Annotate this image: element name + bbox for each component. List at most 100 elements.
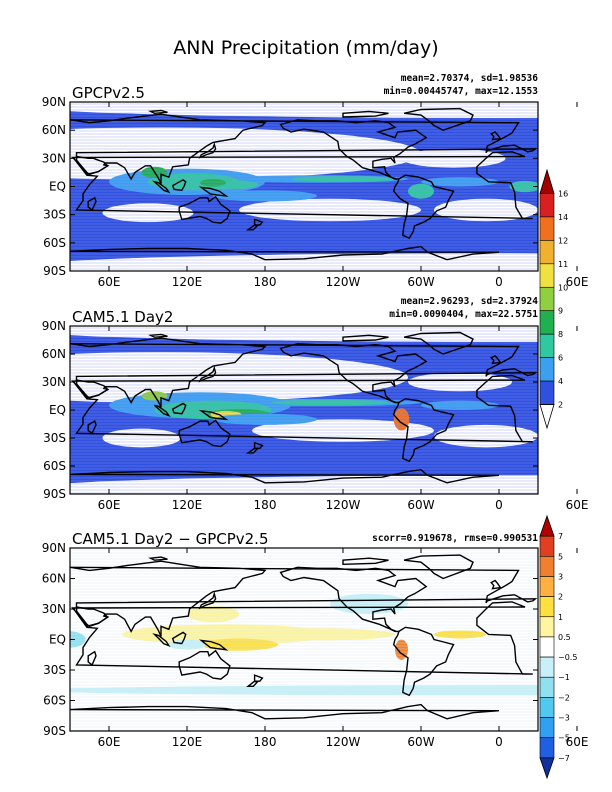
coastline (342, 557, 389, 566)
coastline (556, 421, 564, 433)
y-tick-label: 30N (42, 602, 66, 616)
coastline (171, 179, 187, 192)
colorbar-label: 16 (558, 189, 568, 198)
x-tick-label: 120W (326, 735, 361, 749)
colorbar-label: 10 (558, 283, 568, 292)
colorbar-label: 6 (558, 354, 563, 363)
coastline (342, 110, 389, 118)
coastline (87, 420, 97, 435)
coastline (556, 198, 564, 210)
coastline (253, 218, 264, 226)
y-axis: 90N 60N 30N EQ 30S 60S 90S (42, 541, 538, 738)
colorbar-label: −2 (558, 693, 570, 702)
y-axis: 90N 60N 30N EQ 30S 60S 90S (42, 319, 538, 501)
colorbar-swatch (539, 357, 555, 382)
colorbar-label: 8 (558, 330, 563, 339)
panel-title: GPCPv2.5 (72, 84, 145, 102)
panel-diff: CAM5.1 Day2 − GPCPv2.5 scorr=0.919678, r… (42, 530, 589, 749)
colorbar-swatch (539, 380, 555, 405)
colorbar-swatch (539, 216, 555, 241)
colorbar-swatch (539, 737, 555, 759)
coastline (403, 107, 474, 131)
colorbar-label: 1 (558, 613, 563, 622)
colorbar-swatch (539, 616, 555, 638)
coastline (245, 224, 259, 231)
colorbar-swatch (539, 697, 555, 718)
colorbar-swatch (539, 193, 555, 218)
x-tick-label: 60E (98, 275, 121, 289)
y-tick-label: EQ (49, 403, 66, 417)
y-tick-label: 90N (42, 541, 66, 555)
coastline (70, 151, 533, 220)
y-tick-label: 30N (42, 375, 66, 389)
coastline (171, 631, 187, 645)
panel-gpcp: GPCPv2.5 mean=2.70374, sd=1.98536 min=0.… (42, 73, 589, 289)
colorbar-diff: −7 −5 −3 −2 −1 −0.5 0.5 1 2 3 5 7 (539, 514, 577, 780)
x-tick-label: 0 (495, 498, 503, 512)
colorbar-label: −3 (558, 714, 570, 723)
colorbar-label: 7 (558, 532, 563, 541)
colorbar-swatch (539, 535, 555, 557)
x-tick-label: 60E (566, 275, 589, 289)
x-tick-label: 180 (254, 498, 277, 512)
y-tick-label: 60S (43, 236, 66, 250)
contour-region (102, 203, 194, 223)
x-tick-label: 120E (172, 498, 203, 512)
contour-region (395, 639, 408, 660)
coastline (75, 155, 109, 176)
colorbar-label: 9 (558, 307, 563, 316)
coastline (70, 703, 500, 720)
coastline (178, 195, 231, 224)
contour-region (401, 148, 506, 168)
coastline (178, 649, 231, 680)
colorbar-end (539, 757, 555, 780)
coastline (70, 374, 533, 443)
colorbar-label: 2 (558, 401, 563, 410)
contour-region (70, 631, 86, 648)
y-tick-label: 90N (42, 319, 66, 333)
colorbar-label: 4 (558, 377, 563, 386)
coastline (198, 186, 229, 197)
map-cam (70, 326, 564, 494)
panel-stats-1: scorr=0.919678, rmse=0.990531 (372, 533, 538, 544)
colorbar-label: 5 (558, 552, 563, 561)
figure-title: ANN Precipitation (mm/day) (173, 37, 438, 59)
coastline (198, 591, 217, 610)
coastline (490, 131, 502, 141)
contour-region (509, 180, 538, 193)
x-axis: 60E 120E 180 120W 60W 0 60E (98, 326, 588, 512)
coastline (148, 556, 168, 561)
coastline (154, 404, 171, 418)
colorbar-label: −0.5 (558, 653, 577, 662)
panel-title: CAM5.1 Day2 (72, 308, 173, 326)
colorbar-end (539, 168, 555, 194)
colorbar-swatch (539, 636, 555, 658)
colorbar-label: 3 (558, 572, 563, 581)
colorbar-swatch (539, 717, 555, 738)
colorbar-label: 2 (558, 593, 563, 602)
x-tick-label: 60W (407, 735, 434, 749)
contour-region (213, 413, 317, 425)
coastline (490, 579, 502, 590)
coastline (198, 409, 229, 421)
coastline (342, 334, 389, 342)
x-tick-label: 120W (326, 498, 361, 512)
colorbar-swatch (539, 286, 555, 312)
contour-region (167, 639, 207, 650)
coastline (152, 180, 171, 194)
colorbar-label: −7 (558, 754, 570, 763)
colorbar-end (539, 514, 555, 537)
map-gpcp (70, 102, 564, 271)
colorbar-label: 11 (558, 260, 568, 269)
y-tick-label: 60S (43, 694, 66, 708)
y-tick-label: EQ (49, 633, 66, 647)
coastline (392, 626, 455, 697)
y-tick-label: 90S (43, 724, 66, 738)
colorbar-swatch (539, 240, 555, 265)
coastline (87, 196, 97, 212)
coastline (178, 419, 231, 448)
coastline (403, 331, 474, 355)
x-tick-label: 60E (98, 498, 121, 512)
contour-region (434, 198, 538, 222)
